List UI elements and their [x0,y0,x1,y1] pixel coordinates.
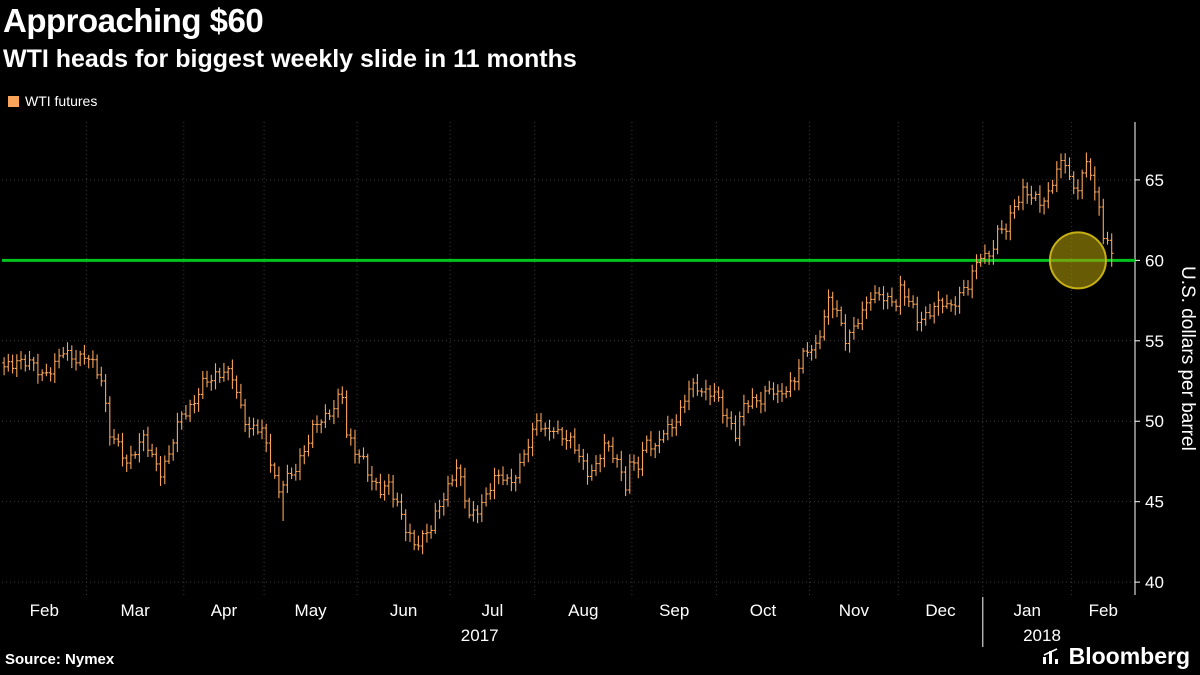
legend-label: WTI futures [25,93,98,109]
bloomberg-logo: Bloomberg [1041,643,1190,670]
chart-subtitle: WTI heads for biggest weekly slide in 11… [3,45,577,73]
x-month-label: Feb [1089,601,1118,620]
x-month-label: Aug [568,601,598,620]
x-month-label: Nov [839,601,870,620]
ohlc-series-wti-futures [2,152,1114,555]
y-tick-label: 50 [1145,412,1164,431]
x-month-label: Sep [659,601,689,620]
y-tick-label: 65 [1145,171,1164,190]
x-month-label: Apr [211,601,238,620]
x-month-label: Mar [121,601,151,620]
legend-swatch-icon [8,95,19,107]
highlight-circle [1048,231,1107,290]
legend: WTI futures [8,93,97,109]
x-month-label: May [295,601,328,620]
y-tick-label: 55 [1145,332,1164,351]
x-year-label: 2017 [461,626,499,645]
x-month-label: Dec [925,601,956,620]
x-year-label: 2018 [1023,626,1061,645]
x-month-label: Oct [750,601,777,620]
source-note: Source: Nymex [5,651,115,668]
y-tick-label: 45 [1145,493,1164,512]
x-month-label: Jun [390,601,417,620]
x-month-label: Jul [482,601,504,620]
bloomberg-logo-text: Bloomberg [1068,643,1190,669]
x-month-label: Feb [30,601,59,620]
y-tick-label: 40 [1145,573,1164,592]
bloomberg-logo-icon [1042,647,1058,664]
y-tick-label: 60 [1145,251,1164,270]
y-axis-title: U.S. dollars per barrel [1177,266,1198,451]
chart-title: Approaching $60 [3,2,264,39]
x-month-label: Jan [1013,601,1040,620]
